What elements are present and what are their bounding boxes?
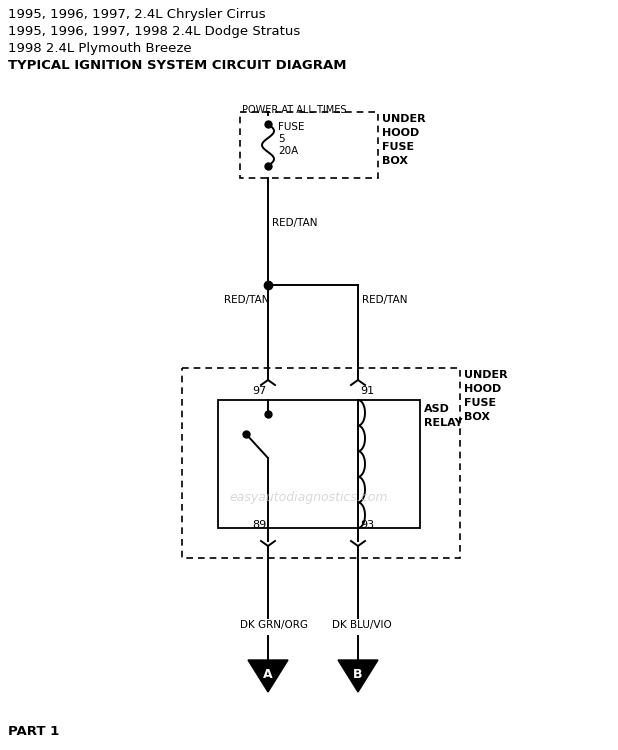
Text: HOOD: HOOD [382, 128, 419, 138]
Text: 93: 93 [360, 520, 374, 530]
Text: POWER AT ALL TIMES: POWER AT ALL TIMES [242, 105, 347, 115]
Text: RELAY: RELAY [424, 418, 463, 428]
Text: easyautodiagnostics.com: easyautodiagnostics.com [230, 491, 388, 505]
Text: RED/TAN: RED/TAN [362, 295, 407, 305]
Text: 1995, 1996, 1997, 2.4L Chrysler Cirrus: 1995, 1996, 1997, 2.4L Chrysler Cirrus [8, 8, 266, 21]
Text: B: B [353, 668, 363, 682]
Text: 20A: 20A [278, 146, 298, 156]
Text: UNDER: UNDER [464, 370, 507, 380]
Text: BOX: BOX [464, 412, 490, 422]
Text: DK BLU/VIO: DK BLU/VIO [332, 620, 392, 630]
Text: 1998 2.4L Plymouth Breeze: 1998 2.4L Plymouth Breeze [8, 42, 192, 55]
Text: FUSE: FUSE [464, 398, 496, 408]
Text: TYPICAL IGNITION SYSTEM CIRCUIT DIAGRAM: TYPICAL IGNITION SYSTEM CIRCUIT DIAGRAM [8, 59, 347, 72]
Text: 91: 91 [360, 386, 374, 396]
Polygon shape [248, 660, 288, 692]
Text: A: A [263, 668, 273, 682]
Text: RED/TAN: RED/TAN [272, 218, 318, 228]
Polygon shape [338, 660, 378, 692]
Text: FUSE: FUSE [382, 142, 414, 152]
Bar [218, 400, 420, 528]
Text: UNDER: UNDER [382, 114, 426, 124]
Text: BOX: BOX [382, 156, 408, 166]
Text: FUSE: FUSE [278, 122, 305, 132]
Text: 89: 89 [252, 520, 266, 530]
Text: DK GRN/ORG: DK GRN/ORG [240, 620, 308, 630]
Text: HOOD: HOOD [464, 384, 501, 394]
Text: ASD: ASD [424, 404, 450, 414]
Text: 97: 97 [252, 386, 266, 396]
Text: RED/TAN: RED/TAN [224, 295, 269, 305]
Text: 1995, 1996, 1997, 1998 2.4L Dodge Stratus: 1995, 1996, 1997, 1998 2.4L Dodge Stratu… [8, 25, 300, 38]
Text: PART 1: PART 1 [8, 725, 59, 738]
Text: 5: 5 [278, 134, 285, 144]
